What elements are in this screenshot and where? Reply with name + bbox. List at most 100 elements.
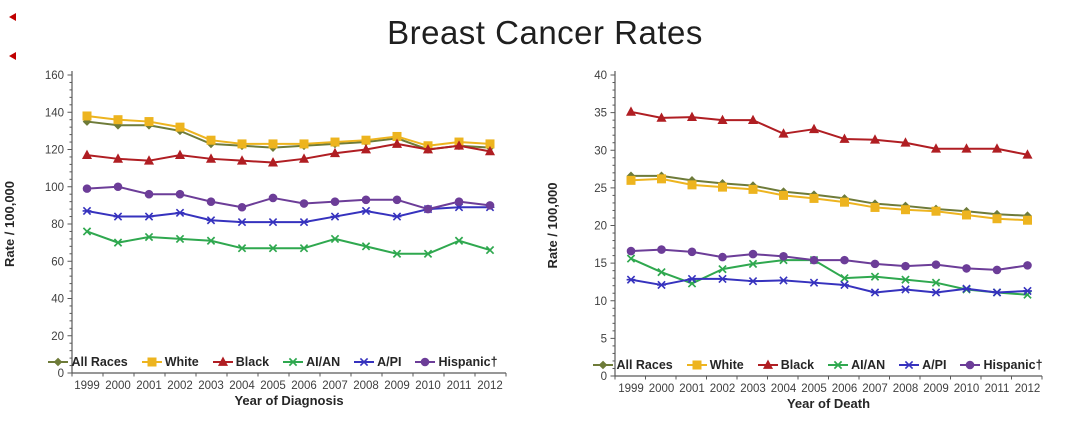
series-line-white: [630, 177, 1028, 222]
star-marker: [748, 277, 758, 286]
y-tick-label: 25: [594, 183, 607, 195]
y-tick-label: 30: [594, 145, 607, 157]
incidence-chart-container: 0 20 40 60 80 100 120 140 160 1999 2000 2001 2002 200…: [0, 58, 545, 440]
year-of-diagnosis-chart: 0 20 40 60 80 100 120 140 160 1999 2000 2001 2002 200…: [2, 70, 507, 408]
x-axis-title: Year of Death: [787, 396, 870, 411]
x-tick-label: 2004: [229, 380, 255, 392]
triangle-marker: [174, 149, 186, 159]
x-tick-label: 2005: [260, 380, 286, 392]
x-tick-label: 2008: [893, 383, 919, 395]
y-tick-label: 140: [45, 107, 64, 119]
circle-marker: [626, 246, 636, 256]
circle-marker: [931, 260, 941, 269]
x-tick-label: 2003: [740, 383, 766, 395]
x-marker: [237, 244, 247, 253]
circle-marker: [423, 204, 433, 214]
x-tick-label: 2009: [384, 380, 410, 392]
circle-marker: [748, 249, 758, 259]
x-tick-label: 2004: [771, 383, 797, 395]
y-tick-label: 15: [594, 258, 607, 270]
circle-marker: [113, 182, 123, 192]
page-title: Breast Cancer Rates: [387, 14, 703, 51]
x-marker: [840, 273, 849, 283]
y-tick-label: 40: [51, 294, 64, 306]
x-marker: [901, 275, 910, 284]
x-tick-label: 2005: [801, 383, 827, 395]
red-bullet-artifact: [9, 13, 16, 21]
mortality-chart-container: 0 5 10 15 20 25 30 35 40 1999 2000 2001 2002 2003 2004…: [545, 58, 1090, 440]
x-tick-label: 2010: [954, 383, 980, 395]
series-line-a-pi: [630, 277, 1028, 294]
star-marker: [144, 212, 154, 221]
triangle-marker: [961, 143, 972, 153]
y-tick-label: 0: [58, 368, 64, 380]
circle-marker: [268, 193, 278, 203]
x-tick-label: 2001: [136, 380, 162, 392]
star-marker: [901, 285, 910, 294]
square-marker: [901, 205, 910, 215]
star-marker: [870, 288, 880, 297]
x-tick-label: 2012: [1015, 383, 1041, 395]
triangle-marker: [236, 155, 248, 165]
triangle-marker: [900, 137, 911, 147]
circle-marker: [870, 259, 880, 269]
star-marker: [237, 217, 247, 227]
square-marker: [1023, 215, 1032, 225]
square-marker: [962, 210, 971, 220]
circle-marker: [144, 189, 154, 199]
triangle-marker: [391, 138, 403, 148]
star-marker: [840, 280, 849, 290]
circle-marker: [718, 252, 727, 262]
x-tick-label: 2002: [710, 383, 736, 395]
square-marker: [992, 214, 1002, 224]
triangle-marker: [930, 143, 942, 153]
x-marker: [931, 278, 941, 287]
x-marker: [144, 232, 154, 242]
star-marker: [718, 274, 727, 284]
circle-marker: [206, 197, 216, 206]
square-marker: [657, 174, 666, 184]
triangle-marker: [422, 144, 434, 154]
y-tick-label: 20: [51, 331, 64, 343]
square-marker: [299, 139, 309, 149]
triangle-marker: [298, 153, 310, 163]
x-marker: [175, 234, 185, 244]
triangle-marker: [991, 143, 1003, 153]
circle-marker: [779, 252, 788, 261]
y-tick-label: 35: [594, 108, 607, 120]
x-tick-label: 2009: [923, 383, 949, 395]
x-marker: [392, 249, 402, 259]
x-marker: [361, 242, 371, 251]
triangle-marker: [778, 128, 789, 138]
series-line-ai-an: [86, 230, 491, 255]
x-tick-label: 2011: [985, 383, 1010, 395]
triangle-marker: [1022, 149, 1033, 159]
x-tick-label: 1999: [74, 380, 100, 392]
x-marker: [485, 245, 495, 255]
triangle-marker: [112, 153, 124, 163]
star-marker: [361, 206, 371, 216]
square-marker: [206, 135, 216, 145]
y-tick-label: 80: [51, 219, 64, 231]
x-tick-label: 2008: [353, 380, 379, 392]
y-tick-label: 10: [594, 296, 607, 308]
square-marker: [237, 139, 247, 149]
series-line-a-pi: [86, 206, 490, 224]
x-marker: [82, 227, 92, 236]
circle-marker: [840, 255, 849, 265]
x-marker: [113, 238, 123, 247]
x-tick-label: 2006: [291, 380, 317, 392]
triangle-marker: [808, 123, 820, 134]
circle-marker: [901, 261, 910, 271]
x-marker: [454, 236, 464, 245]
star-marker: [931, 288, 941, 297]
circle-marker: [237, 202, 247, 212]
square-marker: [361, 135, 371, 145]
x-tick-label: 2011: [447, 380, 472, 392]
star-marker: [992, 288, 1002, 297]
x-marker: [268, 244, 278, 253]
y-tick-label: 100: [45, 182, 64, 194]
circle-marker: [392, 195, 402, 205]
x-tick-label: 2007: [862, 383, 888, 395]
